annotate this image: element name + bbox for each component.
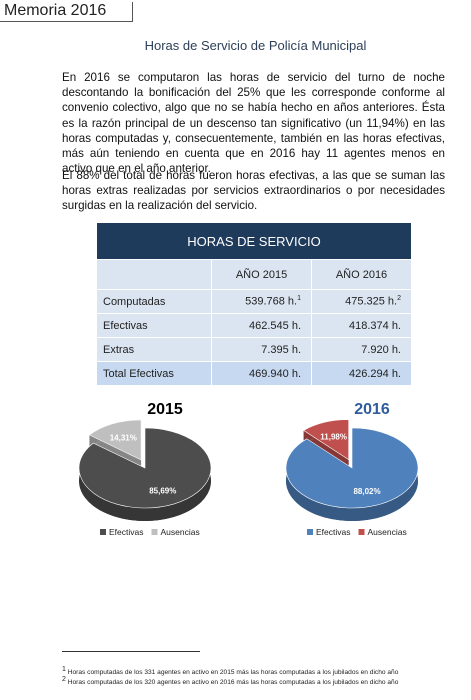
page-title: Horas de Servicio de Policía Municipal [144, 38, 367, 53]
pie-slice [88, 419, 142, 461]
cell: 539.768 h.1 [211, 289, 313, 314]
header-tick [132, 2, 133, 22]
row-label: Total Efectivas [95, 361, 213, 386]
cell: 475.325 h.2 [311, 289, 412, 314]
footnote-mark: 2 [397, 295, 401, 303]
footnote-text: Horas computadas de los 331 agentes en a… [67, 669, 399, 677]
paragraph: El 88% del total de horas fueron horas e… [62, 169, 445, 213]
row-label: Efectivas [95, 313, 213, 338]
pie-slice [78, 427, 212, 509]
row-label: Computadas [95, 289, 213, 314]
legend-label: Efectivas [109, 527, 144, 537]
legend-label: Ausencias [368, 527, 407, 537]
column-header: AÑO 2015 [211, 259, 313, 290]
cell: 7.920 h. [311, 337, 412, 362]
cell: 418.374 h. [311, 313, 412, 338]
header-title: Memoria 2016 [4, 2, 107, 19]
footnote-mark: 1 [62, 666, 66, 673]
value-label: 88,02% [353, 487, 380, 496]
row-label: Extras [95, 337, 213, 362]
charts: 2015 85,69% 14,31% Efectivas Ausencias 2016 88… [78, 401, 419, 537]
header-rule [0, 21, 132, 22]
chart-title: 2016 [354, 401, 390, 418]
column-header: AÑO 2016 [311, 259, 412, 290]
paragraph: En 2016 se computaron las horas de servi… [62, 71, 445, 176]
cell: 469.940 h. [211, 361, 313, 386]
footnote: 1 Horas computadas de los 331 agentes en… [62, 666, 398, 676]
table-corner [95, 259, 213, 290]
footnote-rule [62, 651, 200, 652]
legend-swatch [100, 529, 106, 535]
pie-slice [302, 419, 349, 461]
legend-label: Ausencias [161, 527, 200, 537]
footnote-mark: 2 [62, 676, 66, 683]
cell: 462.545 h. [211, 313, 313, 338]
legend-swatch [307, 529, 313, 535]
cell-text: 539.768 h. [245, 295, 298, 308]
cell: 7.395 h. [211, 337, 313, 362]
value-label: 85,69% [149, 486, 176, 495]
value-label: 14,31% [110, 434, 137, 443]
footnote-mark: 1 [297, 295, 302, 303]
pie-slice [285, 427, 419, 509]
legend-swatch [151, 529, 158, 535]
footnote: 2 Horas computadas de los 320 agentes en… [62, 676, 398, 686]
chart-title: 2015 [147, 401, 183, 418]
table-title: HORAS DE SERVICIO [96, 222, 412, 260]
value-label: 11,98% [320, 433, 347, 442]
legend-label: Efectivas [316, 527, 351, 537]
footnote-text: Horas computadas de los 320 agentes en a… [67, 679, 399, 687]
hours-table: HORAS DE SERVICIO AÑO 2015 AÑO 2016 Compu… [95, 222, 412, 386]
cell-text: 475.325 h. [345, 295, 398, 308]
legend-swatch [358, 529, 365, 535]
cell: 426.294 h. [311, 361, 412, 386]
